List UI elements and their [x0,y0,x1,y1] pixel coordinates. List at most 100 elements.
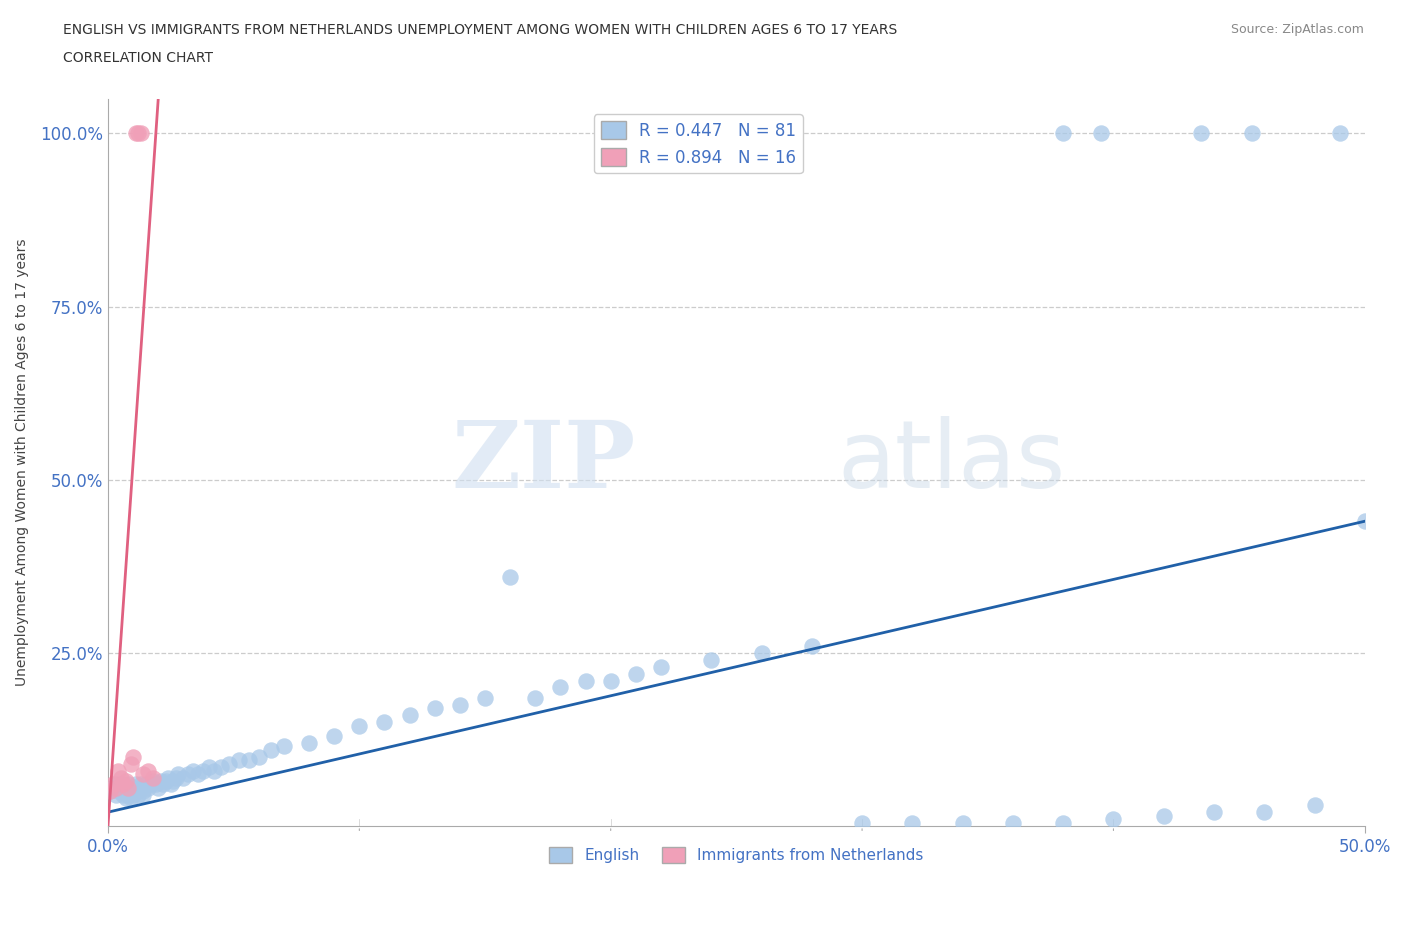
Point [183,764,205,778]
Point [751,645,773,660]
Point [952,815,974,830]
Point [700,652,723,667]
Point [1329,126,1351,140]
Point [117,788,139,803]
Point [162,774,184,789]
Point [187,766,209,781]
Y-axis label: Unemployment Among Women with Children Ages 6 to 17 years: Unemployment Among Women with Children A… [15,239,30,686]
Point [110,777,132,791]
Point [152,777,174,791]
Point [110,770,132,785]
Point [124,780,146,795]
Point [124,777,146,791]
Point [112,788,135,803]
Point [122,750,145,764]
Point [136,780,159,795]
Point [901,815,924,830]
Point [149,774,172,789]
Point [167,766,190,781]
Point [132,766,155,781]
Point [193,764,215,778]
Point [1052,126,1074,140]
Point [1102,812,1125,827]
Point [124,126,146,140]
Point [155,774,177,789]
Point [104,777,127,791]
Point [650,659,672,674]
Point [120,790,142,805]
Text: CORRELATION CHART: CORRELATION CHART [63,51,214,65]
Point [120,780,142,795]
Point [157,770,180,785]
Point [136,764,159,778]
Point [120,756,142,771]
Point [373,714,395,729]
Point [228,752,250,767]
Point [172,770,194,785]
Point [100,784,122,799]
Point [800,639,823,654]
Point [398,708,420,723]
Point [273,739,295,754]
Point [423,701,446,716]
Point [524,690,547,705]
Point [112,777,135,791]
Point [323,728,346,743]
Text: Source: ZipAtlas.com: Source: ZipAtlas.com [1230,23,1364,36]
Point [107,764,129,778]
Point [148,780,170,795]
Point [117,777,139,791]
Point [139,777,162,791]
Point [1240,126,1263,140]
Text: ZIP: ZIP [451,418,636,508]
Point [1090,126,1112,140]
Point [129,126,152,140]
Point [202,764,225,778]
Point [1253,804,1275,819]
Point [624,666,647,681]
Legend: English, Immigrants from Netherlands: English, Immigrants from Netherlands [543,841,929,870]
Point [127,126,149,140]
Point [114,790,136,805]
Point [165,770,187,785]
Point [129,780,152,795]
Point [1202,804,1225,819]
Point [104,788,127,803]
Point [574,673,596,688]
Point [349,718,371,733]
Point [550,680,572,695]
Point [209,760,232,775]
Point [117,780,139,795]
Point [1303,798,1326,813]
Point [260,742,283,757]
Point [218,756,240,771]
Point [1189,126,1212,140]
Point [474,690,496,705]
Point [122,788,145,803]
Point [122,784,145,799]
Point [129,777,152,791]
Point [101,777,124,791]
Point [132,784,155,799]
Point [142,774,165,789]
Point [499,569,522,584]
Point [145,777,167,791]
Point [247,750,270,764]
Text: ENGLISH VS IMMIGRANTS FROM NETHERLANDS UNEMPLOYMENT AMONG WOMEN WITH CHILDREN AG: ENGLISH VS IMMIGRANTS FROM NETHERLANDS U… [63,23,897,37]
Point [127,788,149,803]
Point [142,770,165,785]
Point [135,777,157,791]
Point [1052,815,1074,830]
Point [599,673,621,688]
Point [197,760,219,775]
Point [107,784,129,799]
Point [104,780,127,795]
Point [238,752,260,767]
Point [100,784,122,799]
Point [127,784,149,799]
Point [177,766,200,781]
Point [114,774,136,789]
Point [449,698,471,712]
Point [298,736,321,751]
Point [1001,815,1024,830]
